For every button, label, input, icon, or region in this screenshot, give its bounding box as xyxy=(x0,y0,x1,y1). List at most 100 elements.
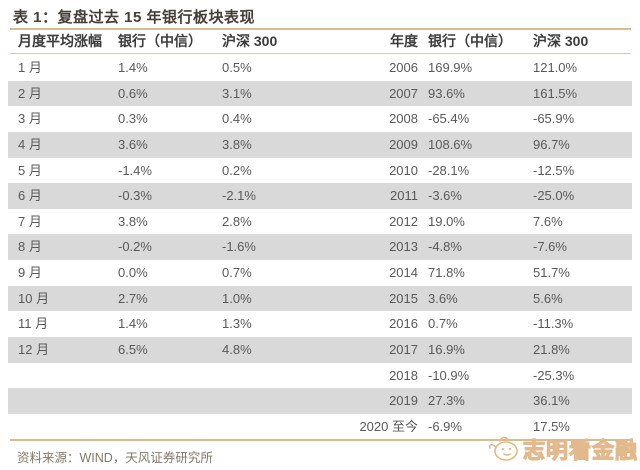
cell-year: 2014 xyxy=(389,265,418,281)
cell-hs300-m: 0.2% xyxy=(222,162,252,178)
cell-hs300-y: 5.6% xyxy=(533,290,563,306)
cell-hs300-m: 3.1% xyxy=(222,85,252,101)
table-row: 12 月 6.5% 4.8% 2017 16.9% 21.8% xyxy=(8,337,632,363)
cell-year: 2016 xyxy=(389,316,418,332)
cell-bank-y: 16.9% xyxy=(428,342,465,358)
cell-month: 10 月 xyxy=(18,290,50,306)
cell-hs300-y: 7.6% xyxy=(533,213,563,229)
table-row: 2019 27.3% 36.1% xyxy=(8,388,632,414)
watermark-text: 志明看金融 xyxy=(522,437,638,463)
cell-bank-y: -10.9% xyxy=(428,367,470,383)
col-header-hs300-yearly: 沪深 300 xyxy=(533,33,589,49)
cell-hs300-y: 161.5% xyxy=(533,85,578,101)
table-title: 表 1：复盘过去 15 年银行板块表现 xyxy=(13,9,256,26)
divider-bottom xyxy=(10,439,631,441)
cell-bank-y: -4.8% xyxy=(428,239,462,255)
table-row: 3 月 0.3% 0.4% 2008 -65.4% -65.9% xyxy=(8,106,632,132)
table-row: 5 月 -1.4% 0.2% 2010 -28.1% -12.5% xyxy=(8,157,632,184)
source-note: 资料来源：WIND，天风证券研究所 xyxy=(17,451,213,465)
watermark: 志明看金融 xyxy=(486,433,638,465)
col-header-monthly-avg: 月度平均涨幅 xyxy=(18,33,102,49)
cell-bank-y: 0.7% xyxy=(428,316,458,332)
cell-bank-m: 2.7% xyxy=(118,290,148,306)
mascot-doodle-icon xyxy=(488,436,518,461)
cell-bank-y: 169.9% xyxy=(428,60,473,75)
cell-bank-m: 1.4% xyxy=(118,60,148,75)
cell-month: 7 月 xyxy=(18,213,42,229)
col-header-bank-monthly: 银行（中信） xyxy=(118,33,202,49)
cell-bank-m: 3.8% xyxy=(118,213,148,229)
cell-hs300-m: 1.0% xyxy=(222,290,252,306)
cell-month: 4 月 xyxy=(18,136,42,152)
cell-year: 2008 xyxy=(389,111,418,127)
divider-top xyxy=(10,28,631,30)
table-row: 2 月 0.6% 3.1% 2007 93.6% 161.5% xyxy=(8,80,632,107)
table-row: 4 月 3.6% 3.8% 2009 108.6% 96.7% xyxy=(8,131,632,158)
table-body: 1 月 1.4% 0.5% 2006 169.9% 121.0% 2 月 0.6% 3.1% 20… xyxy=(8,55,632,440)
cell-bank-y: 93.6% xyxy=(428,85,465,101)
cell-bank-y: -3.6% xyxy=(428,188,462,204)
cell-month: 1 月 xyxy=(18,60,42,75)
cell-bank-y: 71.8% xyxy=(428,265,465,281)
cell-bank-y: -28.1% xyxy=(428,162,470,178)
cell-month: 2 月 xyxy=(18,85,42,101)
cell-bank-y: 108.6% xyxy=(428,136,473,152)
cell-hs300-m: 0.5% xyxy=(222,60,252,75)
cell-hs300-y: 21.8% xyxy=(533,342,570,358)
table-row: 6 月 -0.3% -2.1% 2011 -3.6% -25.0% xyxy=(8,183,632,209)
cell-hs300-y: -25.0% xyxy=(533,188,575,204)
cell-hs300-m: -1.6% xyxy=(222,239,256,255)
cell-bank-y: 27.3% xyxy=(428,393,465,409)
cell-bank-m: 0.3% xyxy=(118,111,148,127)
cell-bank-m: 1.4% xyxy=(118,316,148,332)
cell-month: 5 月 xyxy=(18,162,42,178)
col-header-year: 年度 xyxy=(390,33,418,49)
table-row: 8 月 -0.2% -1.6% 2013 -4.8% -7.6% xyxy=(8,234,632,261)
cell-bank-m: 6.5% xyxy=(118,342,148,358)
cell-year: 2006 xyxy=(389,60,418,75)
col-header-hs300-monthly: 沪深 300 xyxy=(222,33,278,49)
cell-bank-m: 3.6% xyxy=(118,136,148,152)
cell-bank-m: -0.3% xyxy=(118,188,152,204)
cell-hs300-y: 121.0% xyxy=(533,60,578,75)
cell-year: 2009 xyxy=(389,136,418,152)
cell-hs300-y: -11.3% xyxy=(533,316,574,332)
table-row: 10 月 2.7% 1.0% 2015 3.6% 5.6% xyxy=(8,285,632,312)
cell-year: 2007 xyxy=(389,85,418,101)
divider-header xyxy=(10,53,631,54)
cell-bank-y: 3.6% xyxy=(428,290,458,306)
cell-hs300-y: 51.7% xyxy=(533,265,570,281)
cell-hs300-m: 3.8% xyxy=(222,136,252,152)
cell-hs300-m: -2.1% xyxy=(222,188,256,204)
cell-hs300-y: -65.9% xyxy=(533,111,575,127)
cell-bank-y: -6.9% xyxy=(428,418,462,434)
cell-hs300-y: 96.7% xyxy=(533,136,570,152)
cell-month: 9 月 xyxy=(18,265,42,281)
cell-hs300-y: -7.6% xyxy=(533,239,567,255)
cell-year: 2011 xyxy=(390,188,418,204)
cell-bank-m: 0.6% xyxy=(118,85,148,101)
cell-hs300-m: 4.8% xyxy=(222,342,252,358)
cell-bank-y: -65.4% xyxy=(428,111,470,127)
cell-hs300-y: -12.5% xyxy=(533,162,575,178)
cell-year: 2019 xyxy=(389,393,418,409)
cell-hs300-y: 36.1% xyxy=(533,393,570,409)
table-row: 2020 至今 -6.9% 17.5% xyxy=(8,413,632,440)
cell-year: 2013 xyxy=(389,239,418,255)
cell-month: 6 月 xyxy=(18,188,42,204)
cell-month: 3 月 xyxy=(18,111,42,127)
cell-bank-y: 19.0% xyxy=(428,213,465,229)
table-row: 9 月 0.0% 0.7% 2014 71.8% 51.7% xyxy=(8,260,632,286)
cell-bank-m: -0.2% xyxy=(118,239,152,255)
cell-month: 12 月 xyxy=(18,342,50,358)
table-row: 7 月 3.8% 2.8% 2012 19.0% 7.6% xyxy=(8,208,632,235)
cell-hs300-y: -25.3% xyxy=(533,367,575,383)
table-header-row: 月度平均涨幅 银行（中信） 沪深 300 年度 银行（中信） 沪深 300 xyxy=(8,30,632,53)
cell-year: 2010 xyxy=(389,162,418,178)
cell-year: 2020 至今 xyxy=(359,418,418,434)
cell-month: 11 月 xyxy=(18,316,49,332)
table-row: 1 月 1.4% 0.5% 2006 169.9% 121.0% xyxy=(8,55,632,81)
table-row: 11 月 1.4% 1.3% 2016 0.7% -11.3% xyxy=(8,311,632,338)
cell-year: 2012 xyxy=(389,213,418,229)
